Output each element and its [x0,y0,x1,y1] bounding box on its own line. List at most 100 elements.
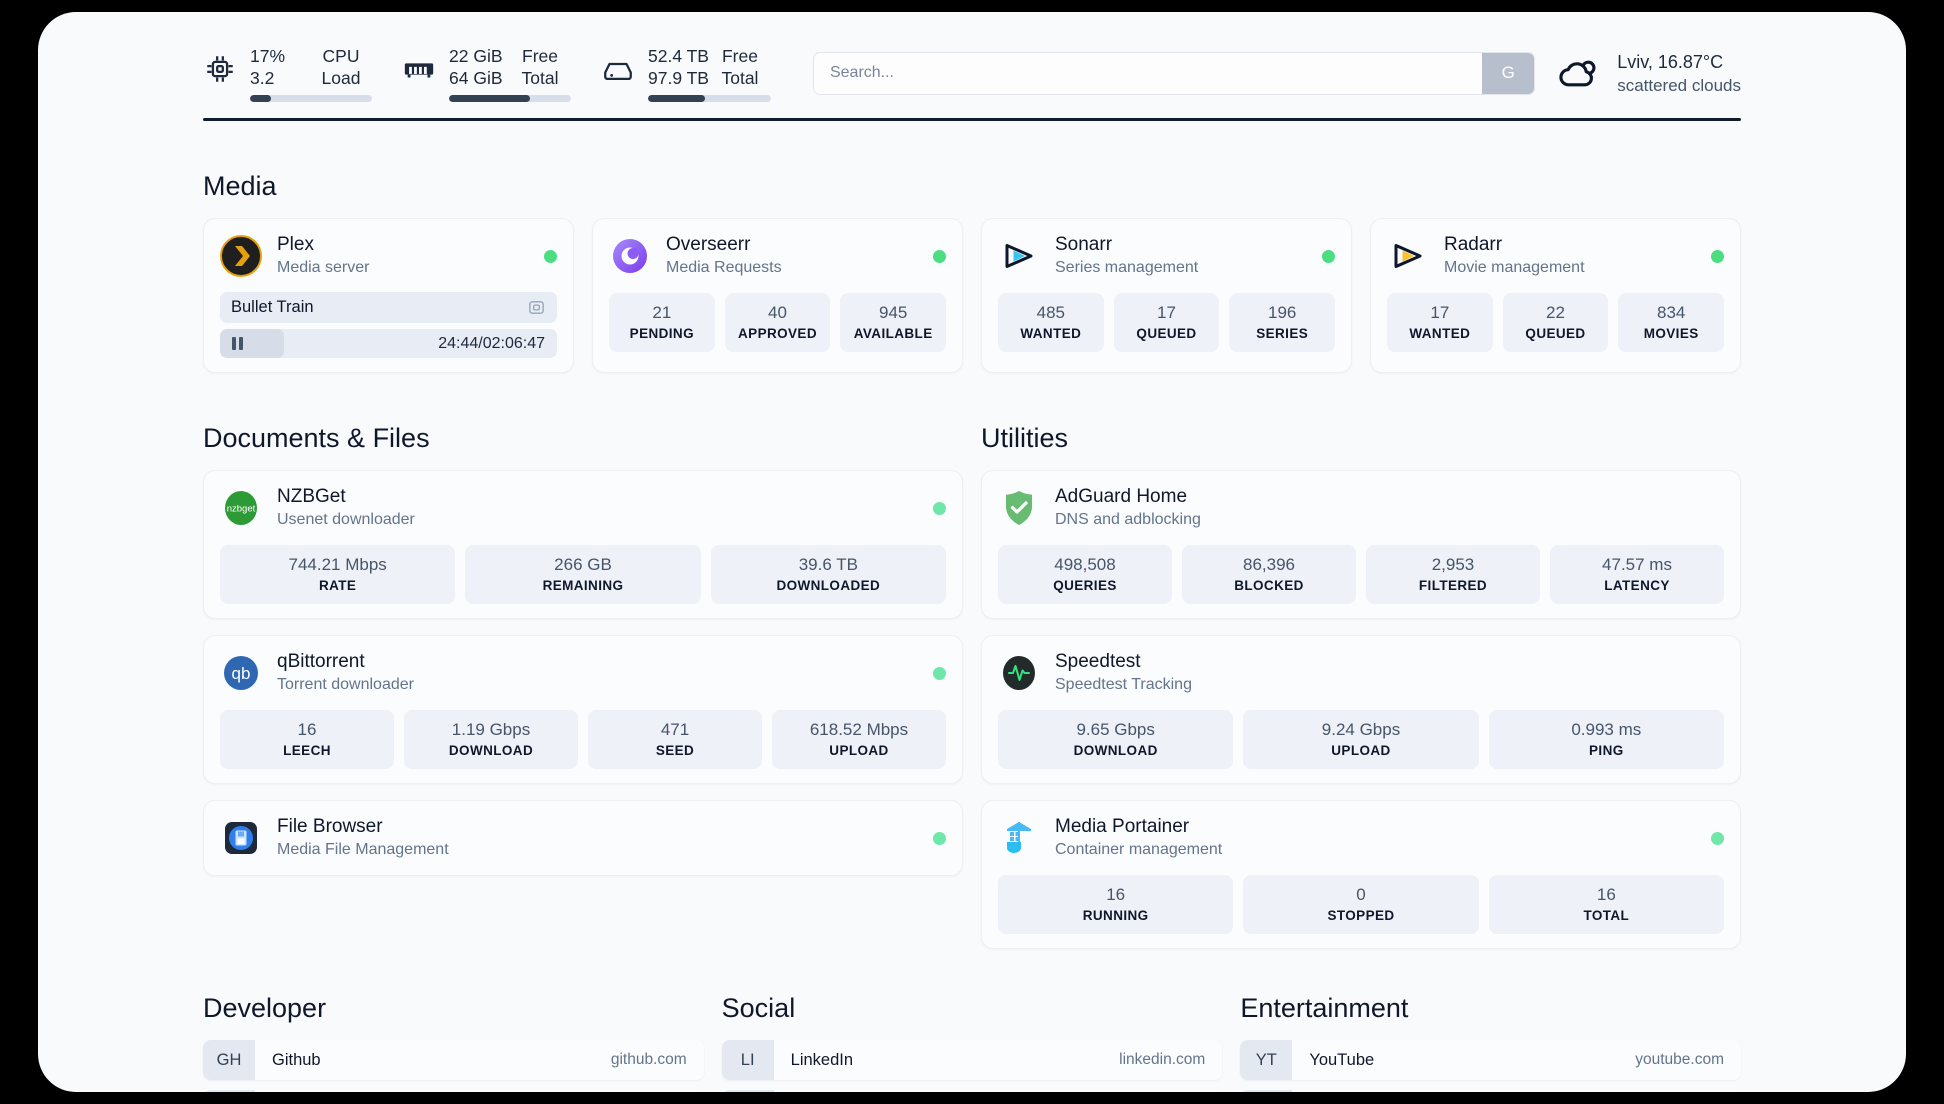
stat-chip[interactable]: 945 AVAILABLE [840,293,947,352]
qbittorrent-name: qBittorrent [277,651,365,672]
stat-chip[interactable]: 16 RUNNING [998,875,1234,934]
documents-card-stack: nzbget NZBGet Usenet downloader 74 [203,470,963,876]
service-card-plex[interactable]: Plex Media server Bullet Train [203,218,574,373]
chip-value: 618.52 Mbps [809,720,909,739]
stat-chip[interactable]: 0.993 ms PING [1488,710,1724,769]
service-card-overseerr[interactable]: Overseerr Media Requests 21 PENDING 40 A… [592,218,963,373]
bookmark-item[interactable]: SO StackOverflow stackoverflow.com [203,1090,704,1092]
service-card-sonarr[interactable]: Sonarr Series management 485 WANTED 17 Q… [981,218,1352,373]
stat-chip[interactable]: 744.21 Mbps RATE [220,545,456,604]
bookmarks-grid: Developer GH Github github.com SO StackO… [203,993,1741,1092]
chip-label: QUEUED [1525,326,1586,341]
chip-label: RUNNING [1082,908,1149,923]
file-browser-sub: Media File Management [277,841,449,858]
service-card-nzbget[interactable]: nzbget NZBGet Usenet downloader 74 [203,470,963,619]
search-engine-button[interactable]: G [1482,52,1535,94]
qbittorrent-logo-icon: qb [220,652,262,694]
bookmark-item[interactable]: TW Twitter twitter.com [721,1090,1223,1092]
qbittorrent-status-dot [933,666,946,680]
nzbget-name: NZBGet [277,486,346,507]
stat-chip[interactable]: 0 STOPPED [1243,875,1479,934]
portainer-name: Media Portainer [1055,816,1190,837]
chip-label: FILTERED [1418,578,1488,593]
service-card-qbittorrent[interactable]: qb qBittorrent Torrent downloader [203,635,963,784]
search-input[interactable] [813,52,1483,94]
header-bar: 17% 3.2 CPU Load [203,12,1741,104]
stat-chip[interactable]: 40 APPROVED [724,293,831,352]
speedtest-name: Speedtest [1055,651,1141,672]
stat-chip[interactable]: 17 QUEUED [1113,293,1220,352]
chip-value: 485 [1036,303,1066,322]
stat-chip[interactable]: 1.19 Gbps DOWNLOAD [404,710,578,769]
radarr-logo-icon [1387,235,1429,277]
adguard-name: AdGuard Home [1055,486,1188,507]
service-card-radarr[interactable]: Radarr Movie management 17 WANTED 22 QUE… [1370,218,1741,373]
chip-label: DOWNLOAD [1073,743,1158,758]
stat-chip[interactable]: 834 MOVIES [1618,293,1725,352]
chip-value: 21 [652,303,672,322]
service-card-adguard-home[interactable]: AdGuard Home DNS and adblocking 498,508 … [981,470,1741,619]
chip-label: APPROVED [738,326,817,341]
stat-chip[interactable]: 9.65 Gbps DOWNLOAD [998,710,1234,769]
plex-now-playing[interactable]: Bullet Train [220,292,557,323]
stat-chip[interactable]: 86,396 BLOCKED [1182,545,1356,604]
bookmark-abbr: LI [721,1040,774,1080]
speedtest-logo-icon [998,652,1040,694]
stat-chip[interactable]: 498,508 QUERIES [998,545,1172,604]
plex-time-separator: / [478,334,483,352]
stat-chip[interactable]: 618.52 Mbps UPLOAD [772,710,946,769]
chip-value: 39.6 TB [798,555,858,574]
chip-label: WANTED [1409,326,1471,341]
stat-chip[interactable]: 16 TOTAL [1488,875,1724,934]
bookmark-url: twitter.com [1131,1090,1222,1092]
chip-label: DOWNLOADED [776,578,881,593]
bookmark-item[interactable]: LI LinkedIn linkedin.com [721,1040,1223,1080]
service-card-media-portainer[interactable]: Media Portainer Container management 16 … [981,800,1741,949]
utilities-card-stack: AdGuard Home DNS and adblocking 498,508 … [981,470,1741,949]
sonarr-name: Sonarr [1055,234,1113,255]
stat-chip[interactable]: 16 LEECH [220,710,394,769]
stat-chip[interactable]: 47.57 ms LATENCY [1550,545,1724,604]
service-card-file-browser[interactable]: File Browser Media File Management [203,800,963,876]
chip-value: 498,508 [1054,555,1116,574]
stat-chip[interactable]: 2,953 FILTERED [1366,545,1540,604]
portainer-status-dot [1711,831,1724,845]
chip-value: 1.19 Gbps [451,720,531,739]
stat-chip[interactable]: 9.24 Gbps UPLOAD [1243,710,1479,769]
radarr-status-dot [1711,249,1724,263]
stat-chip[interactable]: 39.6 TB DOWNLOADED [710,545,946,604]
chip-label: AVAILABLE [853,326,933,341]
bookmark-item[interactable]: NF Netflix netflix.com [1240,1090,1741,1092]
speedtest-stats: 9.65 Gbps DOWNLOAD 9.24 Gbps UPLOAD 0.99… [998,710,1724,769]
stat-chip[interactable]: 21 PENDING [609,293,715,352]
chip-label: BLOCKED [1234,578,1304,593]
overseerr-stats: 21 PENDING 40 APPROVED 945 AVAILABLE [609,293,947,352]
service-card-speedtest[interactable]: Speedtest Speedtest Tracking 9.65 Gbps D… [981,635,1741,784]
bookmark-item[interactable]: YT YouTube youtube.com [1240,1040,1741,1080]
search-box[interactable]: G [812,51,1536,95]
chip-label: REMAINING [542,578,624,593]
bookmark-item[interactable]: GH Github github.com [203,1040,704,1080]
stat-chip[interactable]: 17 WANTED [1387,293,1493,352]
sonarr-status-dot [1322,249,1335,263]
disk-icon [601,52,635,86]
chip-label: UPLOAD [1331,743,1391,758]
plex-name: Plex [277,234,314,255]
bookmark-name: LinkedIn [790,1050,854,1069]
plex-progress-bar[interactable]: 24:44/02:06:47 [220,329,557,358]
stat-chip[interactable]: 22 QUEUED [1502,293,1609,352]
section-title-utilities: Utilities [981,423,1069,453]
file-browser-name: File Browser [277,816,383,837]
chip-value: 0 [1356,885,1366,904]
stat-chip[interactable]: 485 WANTED [998,293,1104,352]
pause-icon[interactable] [232,337,243,350]
stat-chip[interactable]: 266 GB REMAINING [465,545,701,604]
bookmark-group-title: Developer [203,993,327,1023]
radarr-name: Radarr [1444,234,1503,255]
stat-chip[interactable]: 196 SERIES [1229,293,1336,352]
chip-value: 16 [1596,885,1616,904]
stat-chip[interactable]: 471 SEED [588,710,762,769]
weather-widget: Lviv, 16.87°C scattered clouds [1557,50,1741,97]
cast-icon[interactable] [527,298,546,317]
chip-label: SEED [655,743,695,758]
